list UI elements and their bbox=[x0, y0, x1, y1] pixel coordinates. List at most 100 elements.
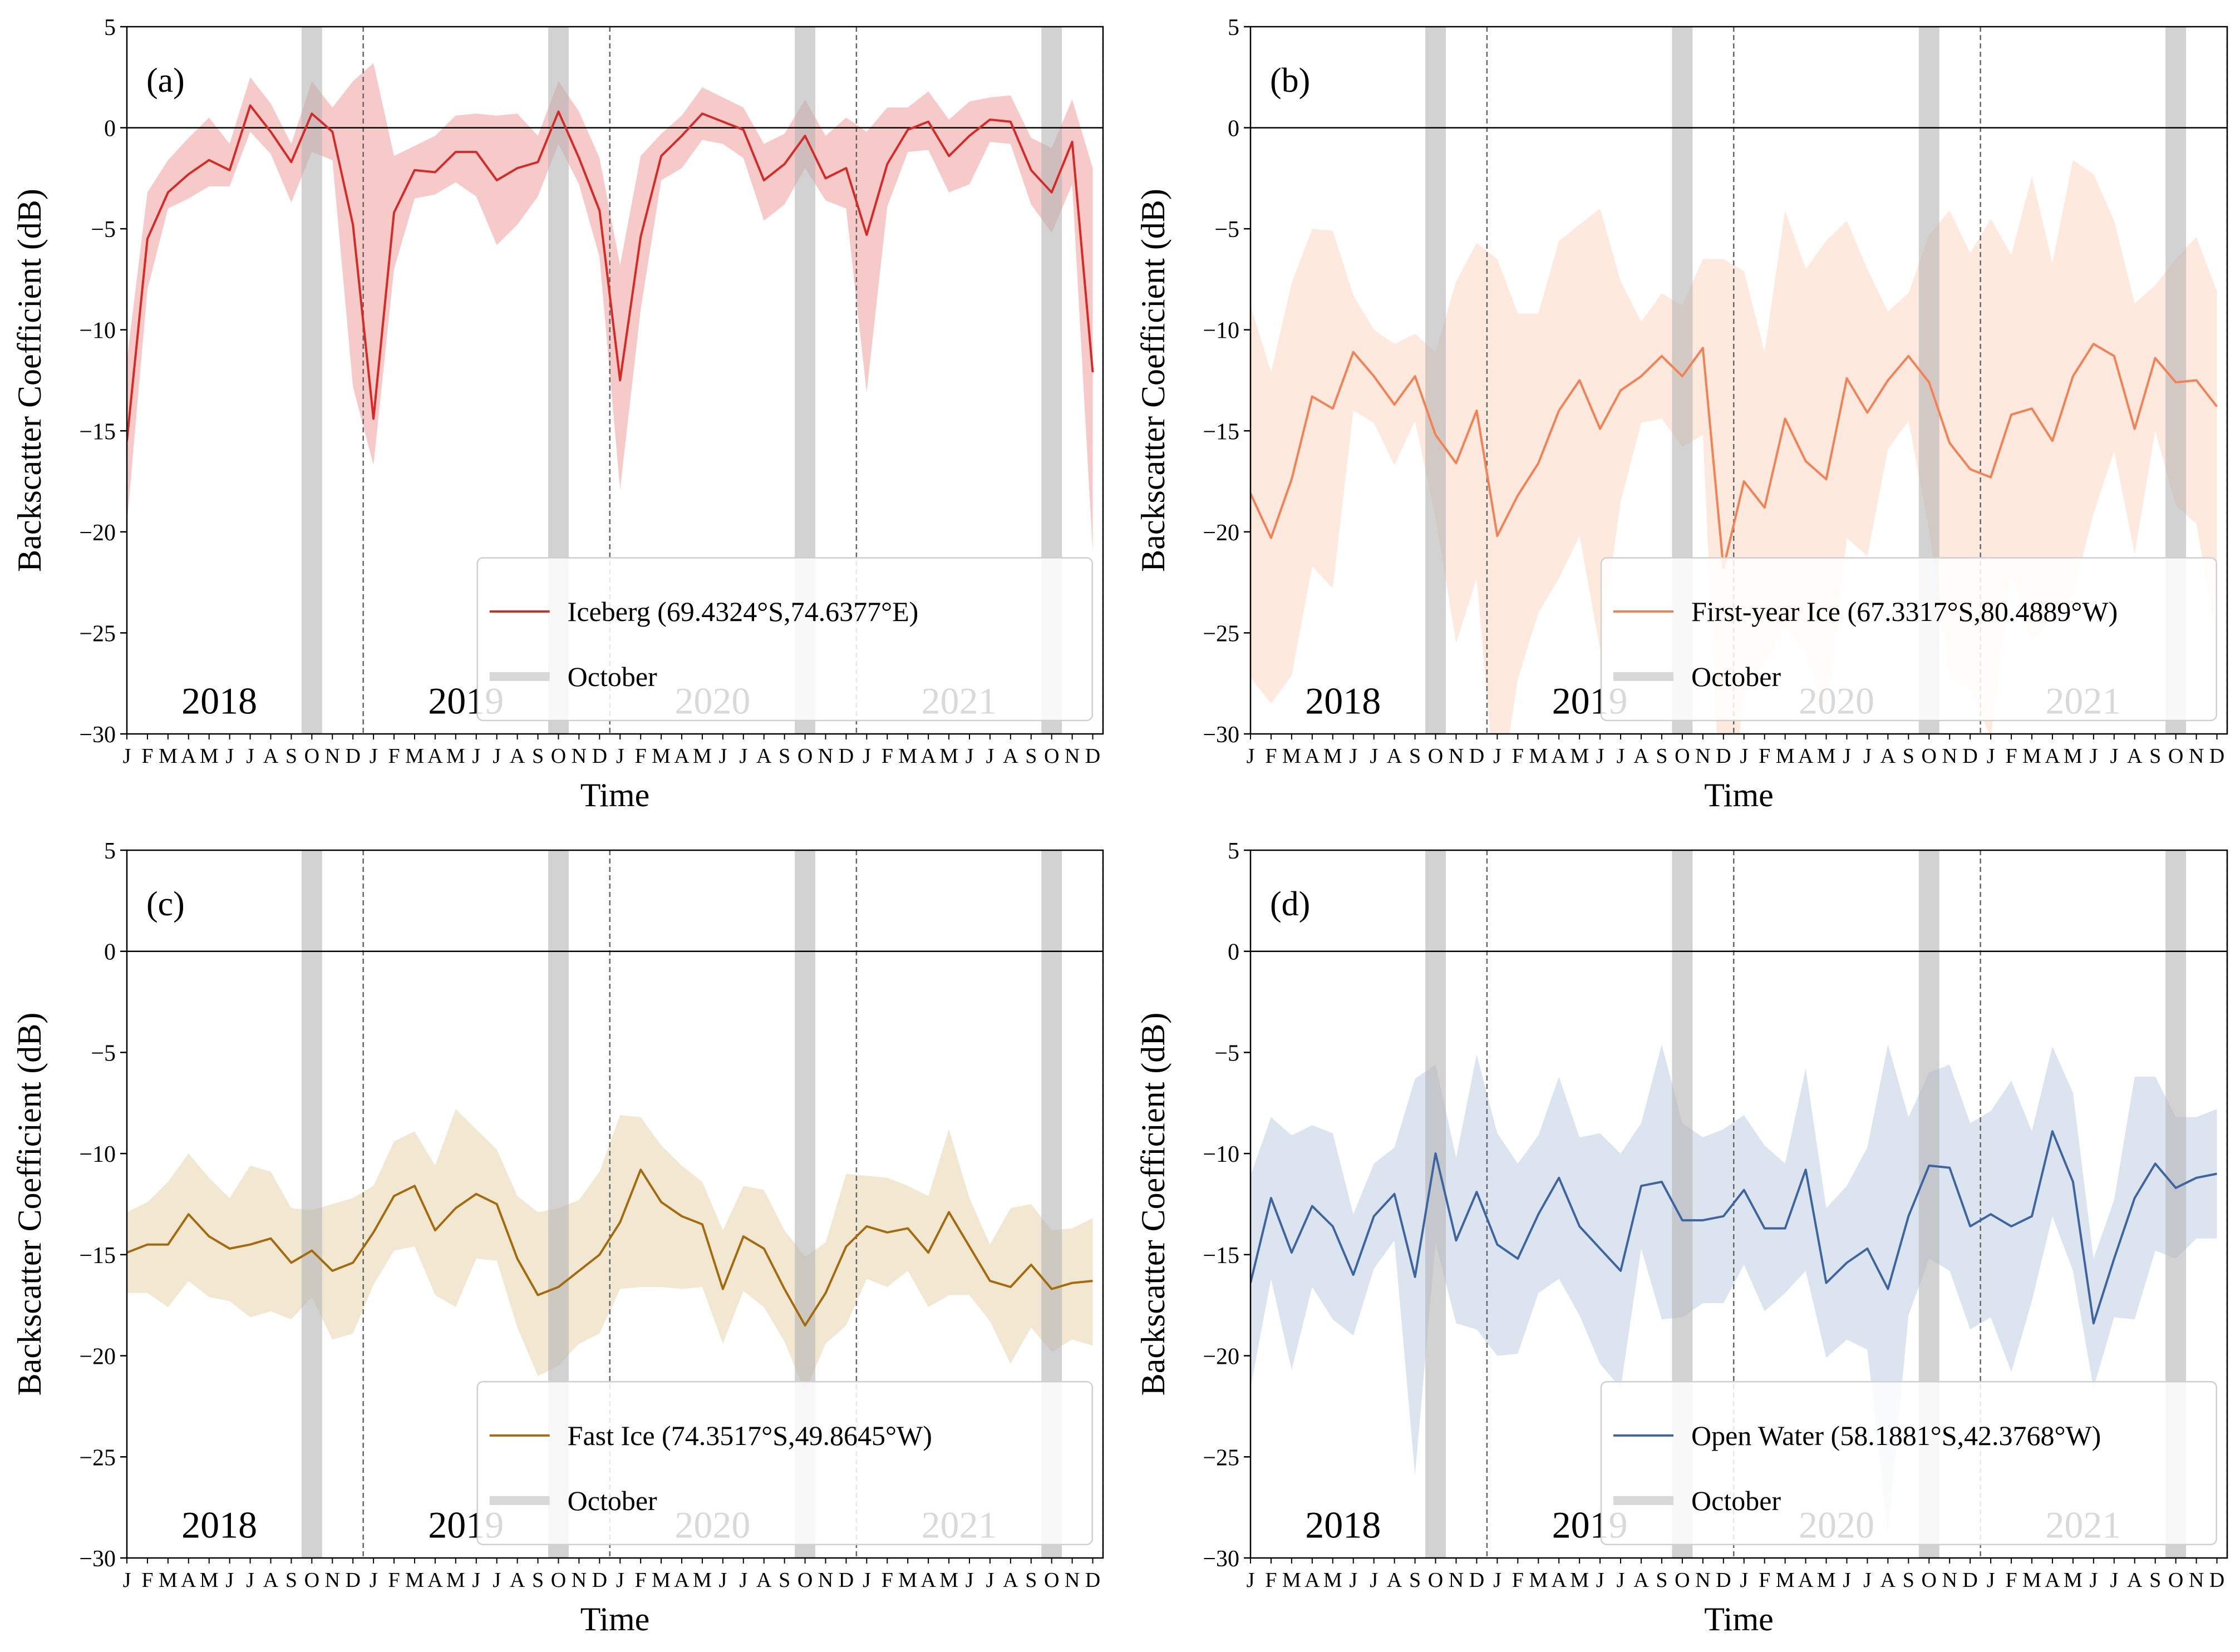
x-tick-label: A bbox=[181, 1569, 196, 1592]
panel-label: (b) bbox=[1270, 62, 1310, 100]
x-tick-label: J bbox=[739, 1569, 747, 1592]
x-tick-label: M bbox=[1817, 744, 1836, 768]
y-tick-label: −15 bbox=[79, 419, 116, 445]
y-tick-label: 0 bbox=[1228, 116, 1239, 142]
x-tick-label: F bbox=[141, 744, 153, 768]
y-tick-label: −15 bbox=[79, 1243, 116, 1269]
range-band bbox=[1251, 1044, 2217, 1534]
x-tick-label: M bbox=[693, 744, 712, 768]
legend-frame bbox=[476, 1381, 1093, 1546]
x-axis-title: Time bbox=[580, 1601, 650, 1638]
plot-area bbox=[127, 27, 1103, 734]
x-tick-label: M bbox=[652, 744, 671, 768]
x-tick-label: N bbox=[1695, 744, 1710, 768]
y-tick-label: −30 bbox=[79, 1546, 116, 1572]
x-tick-label: O bbox=[1675, 1569, 1690, 1592]
x-tick-label: S bbox=[285, 1569, 297, 1592]
x-tick-label: N bbox=[1065, 744, 1080, 768]
y-tick-label: −10 bbox=[1203, 318, 1239, 344]
y-tick-label: 0 bbox=[104, 940, 116, 965]
x-tick-label: O bbox=[1922, 744, 1937, 768]
x-tick-label: S bbox=[2149, 744, 2161, 768]
x-tick-label: J bbox=[225, 744, 234, 768]
x-tick-label: J bbox=[2089, 1569, 2098, 1592]
x-tick-label: J bbox=[2089, 744, 2098, 768]
x-tick-label: M bbox=[2064, 1569, 2083, 1592]
x-tick-label: F bbox=[1265, 744, 1277, 768]
x-axis-title: Time bbox=[1704, 1601, 1774, 1638]
x-tick-label: J bbox=[616, 1569, 624, 1592]
x-tick-label: A bbox=[2045, 744, 2060, 768]
x-axis-title: Time bbox=[1704, 777, 1774, 813]
y-tick-label: −10 bbox=[79, 1142, 116, 1167]
x-tick-label: O bbox=[551, 744, 566, 768]
x-tick-label: A bbox=[2045, 1569, 2060, 1592]
x-tick-label: S bbox=[1656, 1569, 1667, 1592]
x-tick-label: A bbox=[1880, 744, 1896, 768]
series-line bbox=[127, 104, 1094, 441]
x-tick-label: J bbox=[718, 1569, 727, 1592]
october-band bbox=[1425, 850, 1446, 1558]
x-tick-label: J bbox=[718, 744, 727, 768]
legend-october-label: October bbox=[1691, 661, 1781, 692]
legend-frame bbox=[476, 557, 1093, 722]
x-tick-label: J bbox=[1843, 744, 1851, 768]
x-tick-label: J bbox=[1349, 744, 1357, 768]
x-tick-label: O bbox=[551, 1569, 566, 1592]
x-tick-label: F bbox=[141, 1569, 153, 1592]
x-tick-label: S bbox=[532, 1569, 544, 1592]
x-tick-label: D bbox=[1469, 1569, 1484, 1592]
y-tick-label: −10 bbox=[1203, 1142, 1239, 1167]
y-tick-label: 5 bbox=[1228, 15, 1239, 41]
x-tick-label: O bbox=[304, 1569, 319, 1592]
y-tick-label: −30 bbox=[79, 722, 116, 748]
x-tick-label: A bbox=[263, 1569, 279, 1592]
x-tick-label: J bbox=[225, 1569, 234, 1592]
range-band bbox=[127, 1109, 1093, 1392]
y-tick-label: −15 bbox=[1203, 419, 1239, 445]
panel-3: 2018201920202021(c)Fast Ice (74.3517°S,4… bbox=[11, 839, 1104, 1638]
x-tick-label: M bbox=[939, 744, 958, 768]
legend: Iceberg (69.4324°S,74.6377°E) October bbox=[476, 557, 1093, 722]
x-tick-label: A bbox=[1304, 1569, 1320, 1592]
x-tick-label: A bbox=[1633, 1569, 1649, 1592]
x-tick-label: N bbox=[1449, 744, 1464, 768]
x-tick-label: N bbox=[1449, 1569, 1464, 1592]
x-tick-label: D bbox=[1962, 744, 1977, 768]
x-tick-label: J bbox=[370, 1569, 378, 1592]
x-tick-label: J bbox=[966, 1569, 974, 1592]
panel-label: (a) bbox=[146, 62, 185, 100]
series-line bbox=[1251, 1130, 2217, 1325]
x-tick-label: J bbox=[863, 1569, 871, 1592]
x-tick-label: J bbox=[1617, 1569, 1625, 1592]
x-tick-label: F bbox=[1265, 1569, 1277, 1592]
x-tick-label: J bbox=[1370, 1569, 1378, 1592]
legend-series-label: First-year Ice (67.3317°S,80.4889°W) bbox=[1691, 596, 2118, 627]
x-tick-label: M bbox=[2022, 744, 2041, 768]
y-tick-label: −10 bbox=[79, 318, 116, 344]
y-tick-label: 5 bbox=[1228, 839, 1239, 864]
x-tick-label: F bbox=[1512, 744, 1524, 768]
x-tick-label: M bbox=[898, 1569, 917, 1592]
x-tick-label: S bbox=[779, 744, 790, 768]
x-tick-label: N bbox=[2189, 744, 2204, 768]
x-tick-label: F bbox=[1512, 1569, 1524, 1592]
x-tick-label: F bbox=[635, 1569, 647, 1592]
x-tick-label: O bbox=[1044, 1569, 1059, 1592]
x-tick-label: J bbox=[739, 744, 747, 768]
y-tick-label: −5 bbox=[1214, 1040, 1239, 1066]
x-tick-label: A bbox=[1003, 1569, 1018, 1592]
legend-october-label: October bbox=[568, 661, 657, 692]
y-axis-title: Backscatter Coefficient (dB) bbox=[1135, 189, 1171, 572]
x-tick-label: J bbox=[1987, 1569, 1995, 1592]
x-tick-label: S bbox=[1409, 1569, 1421, 1592]
x-tick-label: S bbox=[1025, 1569, 1037, 1592]
x-tick-label: N bbox=[818, 744, 833, 768]
x-tick-label: J bbox=[1247, 744, 1255, 768]
x-tick-label: J bbox=[1740, 1569, 1748, 1592]
x-tick-label: J bbox=[246, 744, 254, 768]
x-tick-label: J bbox=[123, 1569, 131, 1592]
x-tick-label: D bbox=[345, 1569, 360, 1592]
